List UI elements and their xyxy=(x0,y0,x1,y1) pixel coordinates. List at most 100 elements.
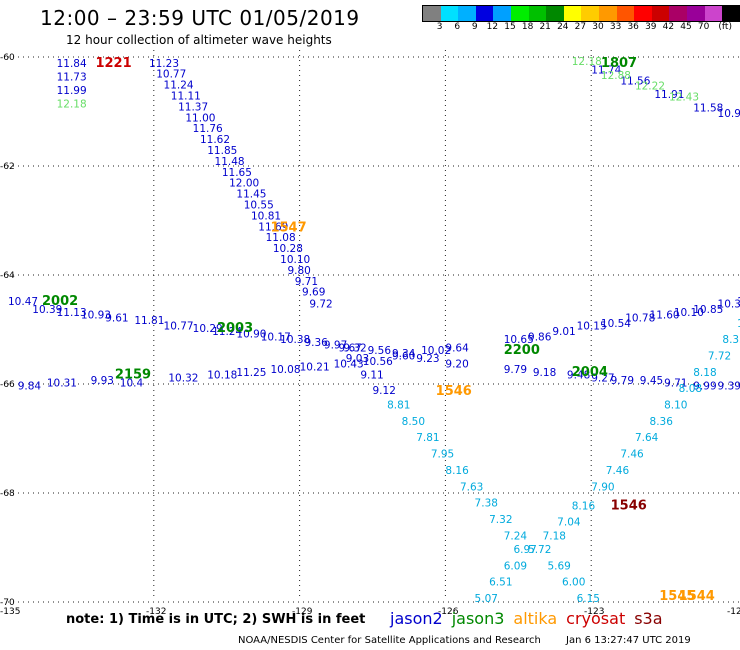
swh-value: 9.12 xyxy=(373,385,396,397)
swh-value: 7.32 xyxy=(489,514,512,526)
swh-value: 9.99 xyxy=(693,380,716,392)
pass-time-label: 1807 xyxy=(601,56,637,71)
lon-label: -135 xyxy=(0,607,20,617)
swh-value: 7.95 xyxy=(431,449,454,461)
swh-value: 10.38 xyxy=(280,334,310,346)
swh-value: 11.00 xyxy=(185,112,215,124)
pass-time-label: 2200 xyxy=(504,343,540,358)
swh-value: 6.97 xyxy=(513,544,536,556)
lon-label: -132 xyxy=(146,607,166,617)
swh-value: 10.39 xyxy=(32,304,62,316)
legend-swatch xyxy=(651,6,670,21)
swh-value: 8.16 xyxy=(572,500,596,512)
swh-value: 12.18 xyxy=(572,56,602,68)
map-subtitle: 12 hour collection of altimeter wave hei… xyxy=(66,33,332,47)
swh-value: 11.69 xyxy=(258,221,288,233)
swh-value: 9.69 xyxy=(302,287,325,299)
swh-value: 12.88 xyxy=(601,70,631,82)
swh-value: 9.71 xyxy=(295,276,318,288)
swh-value: 9.71 xyxy=(664,378,687,390)
swh-value: 11.73 xyxy=(57,71,87,83)
swh-value: 8.16 xyxy=(445,465,469,477)
swh-value: 10.37 xyxy=(737,296,740,308)
swh-value: 10.85 xyxy=(693,304,723,316)
swh-value: 6.15 xyxy=(577,593,600,605)
swh-value: 8.08 xyxy=(679,383,702,395)
legend-swatch xyxy=(458,6,476,21)
pass-time-label: 1546 xyxy=(436,384,472,399)
swh-value: 5.72 xyxy=(528,544,551,556)
map-axis-labels: -60 -62 -64 -66 -68 -70-135 -132 -129 -126 -123 -1… xyxy=(0,53,740,617)
lat-label: -68 xyxy=(0,489,15,499)
swh-value: 10.93 xyxy=(81,310,111,322)
legend-label: 15 xyxy=(504,22,516,32)
legend-swatch xyxy=(528,6,547,21)
swh-value: 8.18 xyxy=(693,367,716,379)
swh-value: 11.74 xyxy=(591,64,621,76)
swh-value: 9.32 xyxy=(343,342,366,354)
legend-label: 36 xyxy=(627,22,639,32)
pass-time-label: 2003 xyxy=(217,321,253,336)
swh-value: 11.45 xyxy=(236,189,266,201)
legend-swatch xyxy=(423,6,441,21)
swh-value: 11.13 xyxy=(57,307,87,319)
swh-value: 10.38 xyxy=(718,299,740,311)
map-grid xyxy=(8,50,740,603)
swh-value: 11.99 xyxy=(57,85,87,97)
swh-value: 9.79 xyxy=(504,364,527,376)
swh-value: 10.17 xyxy=(261,331,291,343)
legend-label: 42 xyxy=(662,22,675,32)
swh-value: 10.4 xyxy=(120,378,144,390)
swh-value: 9.61 xyxy=(105,312,128,324)
legend-label: 3 xyxy=(436,22,443,32)
swh-value: 7.63 xyxy=(460,481,483,493)
swh-value: 9.72 xyxy=(309,299,332,311)
swh-value: 7.24 xyxy=(504,530,528,542)
swh-value: 11.60 xyxy=(650,310,680,322)
legend-swatch xyxy=(686,6,705,21)
swh-value: 5.07 xyxy=(475,593,498,605)
swh-value: 7.90 xyxy=(591,481,614,493)
pass-time-label: 1221 xyxy=(95,56,131,71)
swh-value: 11.24 xyxy=(212,326,242,338)
swh-value: 10.65 xyxy=(504,334,534,346)
swh-value: 11.08 xyxy=(266,232,296,244)
swh-value: 10.15 xyxy=(577,321,607,333)
swh-value: 9.84 xyxy=(18,380,42,392)
pass-time-label: 2159 xyxy=(115,368,151,383)
swh-value: 7.46 xyxy=(606,465,630,477)
legend-swatch xyxy=(598,6,617,21)
swh-value: 9.18 xyxy=(533,367,556,379)
swh-value: 8.10 xyxy=(664,400,687,412)
satellite-cryosat: cryosat xyxy=(566,609,626,628)
legend-label: 39 xyxy=(645,22,657,32)
swh-value: 10.54 xyxy=(601,318,631,330)
pass-time-label: 2004 xyxy=(572,365,608,380)
swh-value: 10.77 xyxy=(156,69,186,81)
swh-value: 10.47 xyxy=(8,296,38,308)
legend-label: 9 xyxy=(471,22,478,32)
legend-label: (ft) xyxy=(718,22,732,32)
swh-value: 9.60 xyxy=(392,350,415,362)
swh-value: 10.77 xyxy=(164,321,194,333)
swh-value: 7.81 xyxy=(416,432,439,444)
pass-time-label: 1546 xyxy=(611,498,647,513)
legend-swatch xyxy=(616,6,635,21)
legend-label: 33 xyxy=(609,22,622,32)
credit-text: NOAA/NESDIS Center for Satellite Applica… xyxy=(238,635,541,646)
swh-value: 10.15 xyxy=(737,318,740,330)
legend-swatch xyxy=(546,6,564,21)
swh-value: 10.43 xyxy=(334,359,364,371)
legend-labels: 3 6 9 12 15 18 21 24 27 30 33 36 39 42 45 70 (ft) xyxy=(422,22,740,34)
legend-swatch xyxy=(510,6,529,21)
swh-value: 10.28 xyxy=(273,243,303,255)
pass-time-labels: 1221 1547 2002 2003 2159 2200 2004 1807 1546 1546… xyxy=(42,56,715,604)
satellite-legend: jason2 jason3 altika cryosat s3a xyxy=(390,609,672,628)
lat-label: -60 xyxy=(0,53,15,63)
swh-value: 9.27 xyxy=(591,372,614,384)
swh-value: 12.43 xyxy=(669,92,699,104)
legend-label: 18 xyxy=(521,22,534,32)
legend-swatch xyxy=(563,6,582,21)
legend-label: 30 xyxy=(592,22,604,32)
swh-value: 12.18 xyxy=(57,99,87,111)
